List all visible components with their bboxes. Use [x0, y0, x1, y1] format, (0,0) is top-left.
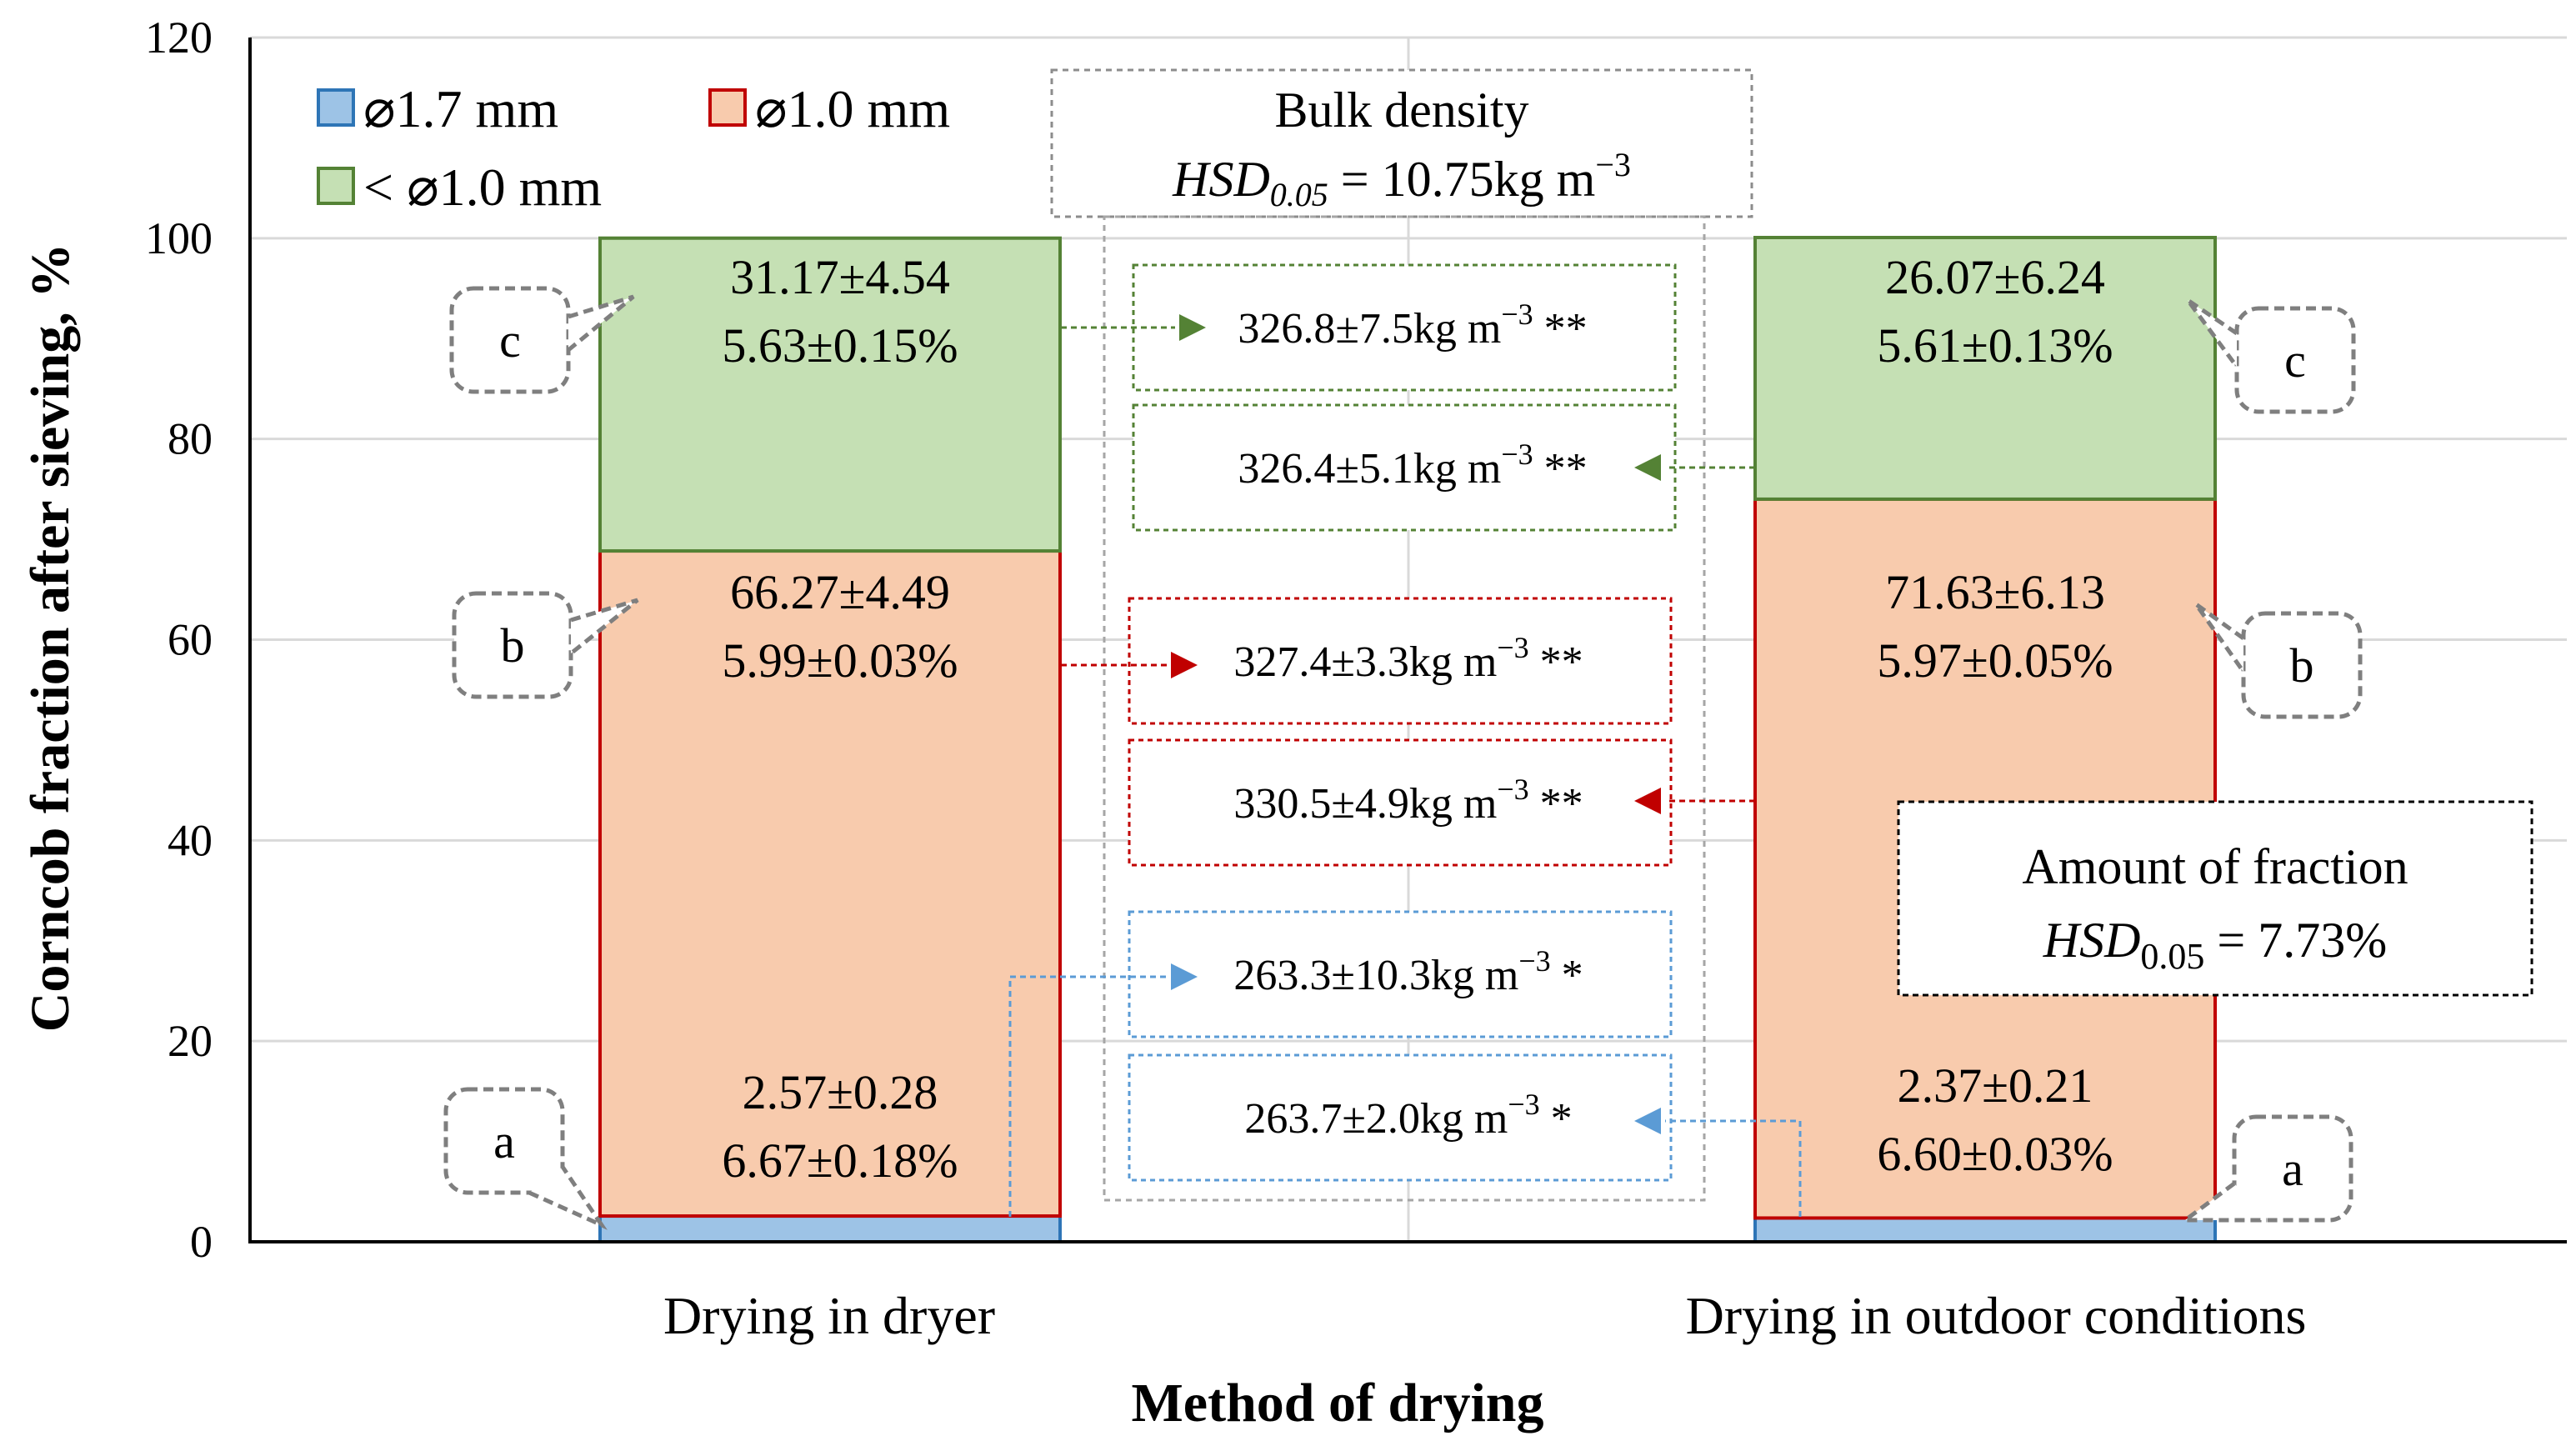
letter-callout-pointer-4	[2185, 298, 2239, 368]
letter-callout-box-2	[452, 591, 573, 699]
bulk-density-title: Bulk density	[1274, 83, 1528, 138]
letter-callout-pointer-2	[569, 598, 639, 655]
density-value-2: 326.4±5.1kg m−3 **	[1238, 438, 1587, 493]
y-tick-100: 100	[145, 213, 213, 263]
legend: ⌀1.7 mm ⌀1.0 mm < ⌀1.0 mm	[317, 79, 950, 217]
letter-callout-box-1	[449, 286, 571, 394]
letter-callout-2: b	[501, 618, 525, 673]
density-arrowhead-6	[1634, 1108, 1661, 1134]
data-label-less-1-0mm-2-line2: 5.61±0.13%	[1877, 318, 2113, 373]
density-arrowhead-1	[1179, 314, 1206, 341]
letter-callout-pointer-6	[2178, 1181, 2267, 1223]
letter-callout-pointer-5	[2193, 602, 2246, 673]
amount-of-fraction-hsd: HSD0.05 = 7.73%	[2043, 913, 2388, 977]
density-arrow-6	[1665, 1119, 1802, 1217]
data-label-less-1-0mm-2-line1: 26.07±6.24	[1885, 250, 2105, 304]
data-label-1-7mm-2-line1: 2.37±0.21	[1898, 1058, 2093, 1113]
legend-label-less-1-0mm: < ⌀1.0 mm	[363, 158, 602, 217]
density-arrow-5	[1008, 975, 1167, 1217]
density-box-5	[1128, 910, 1673, 1038]
density-arrowhead-4	[1634, 788, 1661, 814]
bulk-density-entries: 326.8±7.5kg m−3 ** 326.4±5.1kg m−3 ** 327.…	[1008, 263, 1802, 1217]
data-label-1-0mm-1-line1: 66.27±4.49	[730, 565, 950, 619]
bar-1-7mm-2	[1753, 1216, 2217, 1244]
letter-callout-pointer-3	[528, 1165, 608, 1230]
bar-1-7mm-1	[598, 1214, 1062, 1243]
bulk-density-hsd: HSD0.05 = 10.75kg m−3	[1172, 146, 1631, 213]
density-value-1: 326.8±7.5kg m−3 **	[1238, 298, 1587, 353]
y-tick-60: 60	[168, 615, 213, 665]
data-label-1-7mm-1-line2: 6.67±0.18%	[722, 1133, 958, 1188]
density-arrowhead-5	[1171, 963, 1198, 990]
legend-swatch-less-1-0mm	[317, 167, 355, 205]
data-label-1-0mm-1-line2: 5.99±0.03%	[722, 633, 958, 688]
amount-of-fraction-title: Amount of fraction	[2022, 839, 2408, 894]
density-arrowhead-3	[1171, 652, 1198, 678]
density-value-4: 330.5±4.9kg m−3 **	[1233, 773, 1583, 828]
density-value-3: 327.4±3.3kg m−3 **	[1233, 631, 1583, 686]
y-tick-80: 80	[168, 414, 213, 464]
letter-callout-box-6	[2232, 1114, 2353, 1223]
density-box-1	[1132, 263, 1677, 392]
bulk-density-box: Bulk density HSD0.05 = 10.75kg m−3	[1050, 68, 1753, 1202]
data-label-less-1-0mm-1-line2: 5.63±0.15%	[722, 318, 958, 373]
x-axis-title: Method of drying	[1132, 1373, 1544, 1433]
bar-1-0mm-1	[598, 549, 1062, 1218]
category-label-dryer: Drying in dryer	[663, 1286, 995, 1345]
category-label-outdoor: Drying in outdoor conditions	[1686, 1286, 2307, 1345]
legend-swatch-1-7mm	[317, 88, 355, 127]
density-box-4	[1128, 738, 1673, 867]
amount-of-fraction-frame	[1897, 800, 2533, 997]
y-tick-40: 40	[168, 815, 213, 865]
bar-less-1-0mm-2	[1753, 235, 2217, 501]
density-box-3	[1128, 597, 1673, 725]
letter-callouts: c b a c b a	[443, 286, 2363, 1230]
data-label-1-7mm-1-line1: 2.57±0.28	[743, 1065, 938, 1119]
y-tick-labels: 0 20 40 60 80 100 120	[145, 13, 213, 1267]
bulk-density-outer-box	[1050, 68, 1753, 218]
letter-callout-pointer-1	[567, 294, 635, 352]
amount-of-fraction-box: Amount of fraction HSD0.05 = 7.73%	[1897, 800, 2533, 997]
density-value-6: 263.7±2.0kg m−3 *	[1244, 1088, 1572, 1143]
legend-label-1-7mm: ⌀1.7 mm	[363, 79, 558, 138]
density-box-2	[1132, 403, 1677, 532]
y-tick-0: 0	[190, 1217, 213, 1267]
density-value-5: 263.3±10.3kg m−3 *	[1233, 944, 1583, 999]
data-label-1-0mm-2-line2: 5.97±0.05%	[1877, 633, 2113, 688]
letter-callout-4: c	[2284, 333, 2306, 388]
density-box-6	[1128, 1053, 1673, 1182]
bar-less-1-0mm-1	[598, 236, 1062, 553]
data-label-1-0mm-2-line1: 71.63±6.13	[1885, 565, 2105, 619]
letter-callout-5: b	[2290, 638, 2314, 693]
density-arrowhead-2	[1634, 454, 1661, 481]
letter-callout-6: a	[2282, 1142, 2303, 1196]
letter-callout-1: c	[499, 313, 521, 368]
data-label-less-1-0mm-1-line1: 31.17±4.54	[730, 250, 950, 304]
axes	[248, 38, 2567, 1243]
legend-swatch-1-0mm	[708, 88, 747, 127]
y-axis-title: Corncob fraction after sieving, %	[20, 243, 81, 1032]
letter-callout-3: a	[493, 1114, 515, 1168]
y-tick-20: 20	[168, 1016, 213, 1066]
y-tick-120: 120	[145, 13, 213, 63]
legend-label-1-0mm: ⌀1.0 mm	[755, 79, 950, 138]
data-label-1-7mm-2-line2: 6.60±0.03%	[1877, 1127, 2113, 1181]
letter-callout-box-3	[443, 1087, 565, 1195]
